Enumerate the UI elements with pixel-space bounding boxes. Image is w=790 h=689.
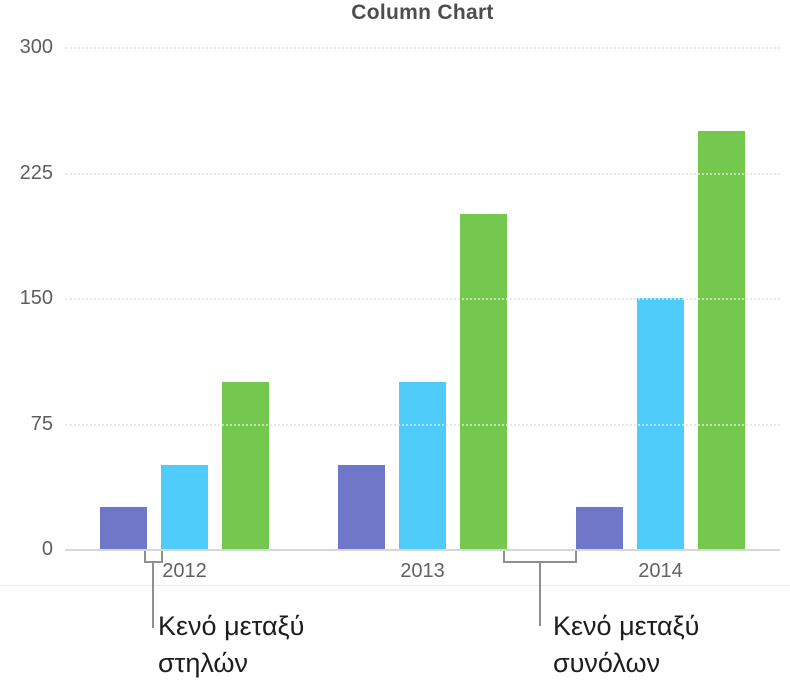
gridline-overlay-75 [65,423,780,426]
y-tick-label-0: 0 [41,538,53,560]
bar-2012-purple [100,507,147,549]
bar-2012-green [222,381,269,549]
figure-bottom-rule [0,585,790,586]
column-gap-leader-line [152,561,154,628]
set-gap-annotation-line1: Κενό μεταξύ [553,611,700,641]
column-gap-annotation-line1: Κενό μεταξύ [158,611,305,641]
x-category-label-2013: 2013 [400,560,445,582]
y-tick-label-300: 300 [19,36,53,58]
x-category-label-2014: 2014 [638,560,683,582]
column-gap-annotation-line2: στηλών [158,648,249,678]
y-tick-label-225: 225 [19,161,53,184]
gridline-overlay-300 [65,47,780,49]
axis-baseline [65,549,780,551]
y-tick-label-75: 75 [30,412,53,435]
set-gap-annotation: Κενό μεταξύ συνόλων [553,608,699,682]
set-gap-leader-line [539,561,541,626]
column-gap-annotation: Κενό μεταξύ στηλών [158,608,304,682]
bar-2013-blue [399,381,446,549]
bar-2013-purple [338,465,385,549]
gridline-overlay-225 [65,172,780,175]
gridline-overlay-150 [65,298,780,300]
set-gap-annotation-line2: συνόλων [553,648,661,678]
bar-2014-green [698,130,745,549]
chart-title: Column Chart [351,1,494,24]
x-category-label-2012: 2012 [162,560,207,582]
y-tick-label-150: 150 [19,287,53,309]
bar-2013-green [460,214,507,549]
bar-2014-purple [576,507,623,549]
bar-2012-blue [161,465,208,549]
